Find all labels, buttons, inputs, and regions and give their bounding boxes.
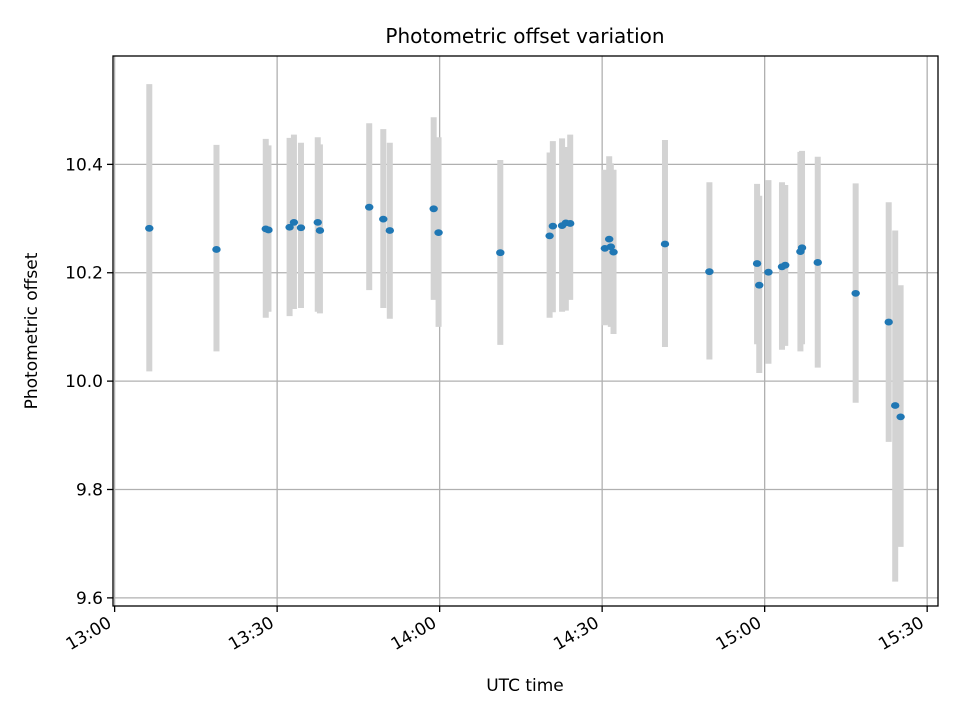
data-point <box>285 223 294 231</box>
data-point <box>496 249 505 257</box>
data-point <box>548 222 558 230</box>
y-tick-label: 10.4 <box>65 155 103 175</box>
data-point <box>896 413 905 421</box>
data-point <box>781 261 790 269</box>
data-point <box>545 232 554 240</box>
data-point <box>797 244 807 252</box>
chart-title: Photometric offset variation <box>385 24 664 48</box>
plot-frame <box>112 55 939 607</box>
data-point <box>752 260 762 267</box>
data-point <box>764 268 773 276</box>
data-point <box>705 268 714 276</box>
data-point <box>379 215 388 223</box>
data-point <box>660 240 670 248</box>
data-point <box>385 227 395 234</box>
x-axis-label: UTC time <box>486 676 564 696</box>
data-point <box>755 281 764 289</box>
y-tick-label: 9.6 <box>76 589 103 609</box>
data-point <box>315 227 325 234</box>
data-point <box>429 205 438 213</box>
y-tick-label: 10.2 <box>65 264 103 284</box>
data-point <box>434 229 443 237</box>
y-tick-label: 10.0 <box>65 372 103 392</box>
data-point <box>609 248 618 256</box>
data-point <box>604 235 614 243</box>
data-point <box>565 220 575 227</box>
data-point <box>313 218 322 226</box>
data-point <box>264 226 273 234</box>
data-point <box>884 318 893 326</box>
y-axis-ticks: 9.6 9.8 10.0 10.2 10.4 <box>65 155 113 609</box>
data-point <box>891 402 900 409</box>
y-axis-label: Photometric offset <box>22 252 42 409</box>
data-point <box>212 246 221 253</box>
data-point <box>606 243 616 251</box>
data-point <box>851 289 860 297</box>
data-point <box>289 218 299 226</box>
y-tick-label: 9.8 <box>76 480 103 500</box>
data-point <box>145 224 154 232</box>
data-point <box>365 203 374 211</box>
data-point <box>813 259 822 266</box>
data-points <box>145 203 905 421</box>
data-point <box>296 224 306 232</box>
